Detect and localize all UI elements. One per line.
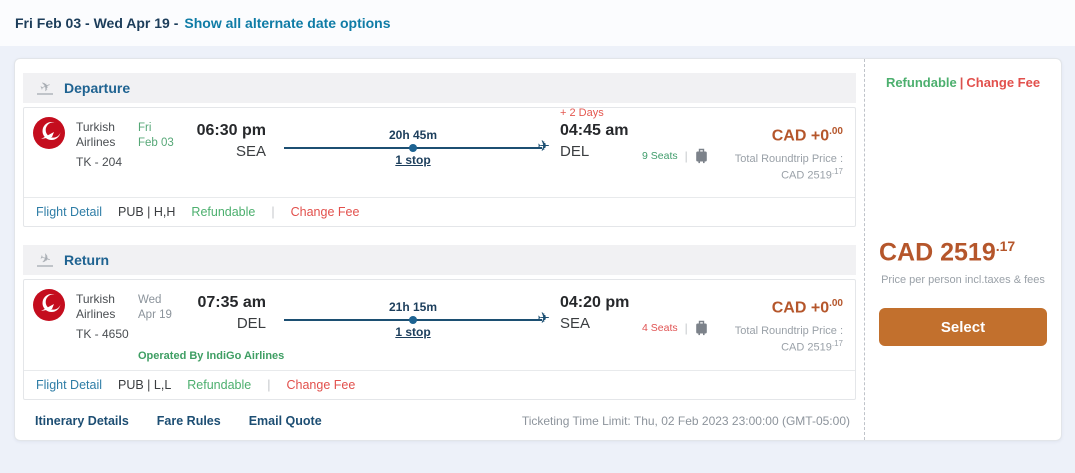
plus-days-label: + 2 Days [560, 107, 604, 119]
stops-link[interactable]: 1 stop [395, 153, 431, 167]
flight-number: TK - 4650 [76, 327, 129, 341]
return-departure-time: 07:35 am [197, 294, 267, 311]
footer-links: Itinerary Details Fare Rules Email Quote [35, 414, 322, 428]
change-fee-link[interactable]: Change Fee [290, 205, 360, 219]
return-date-block: Wed Apr 19 [138, 293, 188, 323]
arrival-airport-code: DEL [560, 143, 590, 160]
fare-delta: CAD +0.00 [771, 126, 843, 145]
refundable-badge: Refundable [885, 75, 957, 90]
price-note: Price per person incl.taxes & fees [881, 274, 1045, 287]
takeoff-plane-icon: ✈ [37, 77, 53, 96]
departure-flight-row: Turkish Airlines TK - 204 Fri Feb 03 06:… [24, 107, 855, 197]
airline-name: Turkish Airlines [76, 292, 116, 321]
flight-detail-link[interactable]: Flight Detail [36, 205, 102, 219]
total-fare: CAD 2519.17 [879, 238, 1016, 267]
arrival-time: 04:45 am [560, 122, 629, 139]
fare-price-block: CAD +0.00 Total Roundtrip Price : CAD 25… [708, 126, 845, 182]
arrival-time-block: + 2 Days 04:45 am DEL [560, 107, 638, 160]
departure-section-title: Departure [64, 80, 131, 96]
detail-separator: | [267, 377, 271, 392]
seats-baggage-block: 4 Seats | [642, 320, 708, 336]
return-arrival-time-block: 04:20 pm SEA [560, 294, 638, 332]
total-price-label: Total Roundtrip Price : [734, 153, 843, 166]
departure-flight-box: Turkish Airlines TK - 204 Fri Feb 03 06:… [23, 107, 856, 227]
fare-rules-link[interactable]: Fare Rules [156, 413, 221, 428]
plane-arrow-icon: ✈ [537, 138, 550, 155]
departure-detail-bar: Flight Detail PUB | H,H Refundable | Cha… [24, 197, 855, 226]
stop-dot-icon [409, 316, 417, 324]
fare-basis-code: PUB | H,H [118, 205, 176, 219]
seats-left-label: 4 Seats [642, 322, 678, 334]
refundable-label: Refundable [187, 377, 252, 392]
stop-dot-icon [409, 144, 417, 152]
departure-airport-code: SEA [235, 143, 266, 160]
return-arrival-airport-code: SEA [560, 315, 591, 332]
itinerary-region: ✈ Departure Turkish Airlines TK - 204 [15, 59, 864, 440]
alternate-dates-link[interactable]: Show all alternate date options [184, 15, 391, 31]
total-price-label: Total Roundtrip Price : [734, 325, 843, 338]
fare-basis-code: PUB | L,L [118, 377, 172, 392]
airline-name-block: Turkish Airlines TK - 204 [76, 120, 138, 170]
seats-separator: | [684, 321, 688, 335]
flight-result-card: ✈ Departure Turkish Airlines TK - 204 [14, 58, 1062, 441]
return-arrival-time: 04:20 pm [560, 294, 630, 311]
seats-baggage-block: 9 Seats | [642, 148, 708, 164]
airline-name-block: Turkish Airlines TK - 4650 [76, 292, 138, 342]
flight-path: 20h 45m ✈ 1 stop [282, 128, 550, 169]
return-flight-row: Turkish Airlines TK - 4650 Wed Apr 19 07… [24, 280, 855, 354]
flight-path-line: ✈ [284, 138, 550, 155]
fare-price-block: CAD +0.00 Total Roundtrip Price : CAD 25… [708, 298, 845, 354]
return-section-title: Return [64, 252, 110, 268]
airline-name: Turkish Airlines [76, 120, 116, 149]
flight-path: 21h 15m ✈ 1 stop [282, 300, 550, 341]
return-departure-airport-code: DEL [236, 315, 266, 332]
seats-left-label: 9 Seats [642, 150, 678, 162]
return-day: Wed [138, 294, 162, 306]
stops-link[interactable]: 1 stop [395, 325, 431, 339]
refundable-label: Refundable [191, 205, 256, 219]
return-detail-bar: Flight Detail PUB | L,L Refundable | Cha… [24, 369, 855, 399]
departure-time-block: 06:30 pm SEA [188, 122, 266, 160]
baggage-icon [695, 320, 708, 336]
email-quote-link[interactable]: Email Quote [248, 413, 322, 428]
total-price-value: CAD 2519.17 [781, 339, 843, 354]
operated-by-label: Operated By IndiGo Airlines [138, 349, 285, 362]
date-range-label: Fri Feb 03 - Wed Apr 19 - [15, 15, 179, 31]
fare-flags: Refundable | Change Fee [885, 75, 1041, 90]
flight-detail-link[interactable]: Flight Detail [36, 377, 102, 392]
return-section-header: ✈ Return [23, 245, 856, 275]
card-footer: Itinerary Details Fare Rules Email Quote… [23, 414, 856, 428]
flight-number: TK - 204 [76, 155, 123, 169]
flight-path-line: ✈ [284, 310, 550, 327]
baggage-icon [695, 148, 708, 164]
departure-day: Fri [138, 122, 152, 134]
return-date: Apr 19 [138, 309, 172, 321]
fare-summary-panel: Refundable | Change Fee CAD 2519.17 Price … [864, 59, 1061, 440]
change-fee-link[interactable]: Change Fee [286, 377, 356, 392]
total-price-value: CAD 2519.17 [781, 167, 843, 182]
fare-delta: CAD +0.00 [771, 298, 843, 317]
turkish-airlines-logo-icon [32, 116, 66, 150]
departure-date: Feb 03 [138, 137, 174, 149]
flight-duration: 21h 15m [388, 300, 438, 314]
plane-arrow-icon: ✈ [537, 310, 550, 327]
itinerary-details-link[interactable]: Itinerary Details [35, 413, 129, 428]
departure-time: 06:30 pm [196, 122, 266, 139]
detail-separator: | [271, 205, 275, 219]
return-departure-time-block: 07:35 am DEL [188, 294, 267, 332]
change-fee-badge: Change Fee [966, 75, 1041, 90]
seats-separator: | [684, 149, 688, 163]
select-button[interactable]: Select [879, 308, 1047, 347]
return-flight-box: Turkish Airlines TK - 4650 Wed Apr 19 07… [23, 279, 856, 400]
ticketing-time-limit: Ticketing Time Limit: Thu, 02 Feb 2023 2… [521, 413, 850, 428]
departure-date-block: Fri Feb 03 [138, 121, 188, 151]
departure-section-header: ✈ Departure [23, 73, 856, 103]
date-range-bar: Fri Feb 03 - Wed Apr 19 - Show all alter… [0, 0, 1075, 46]
landing-plane-icon: ✈ [37, 249, 53, 268]
turkish-airlines-logo-icon [32, 288, 66, 322]
flight-duration: 20h 45m [388, 128, 438, 142]
